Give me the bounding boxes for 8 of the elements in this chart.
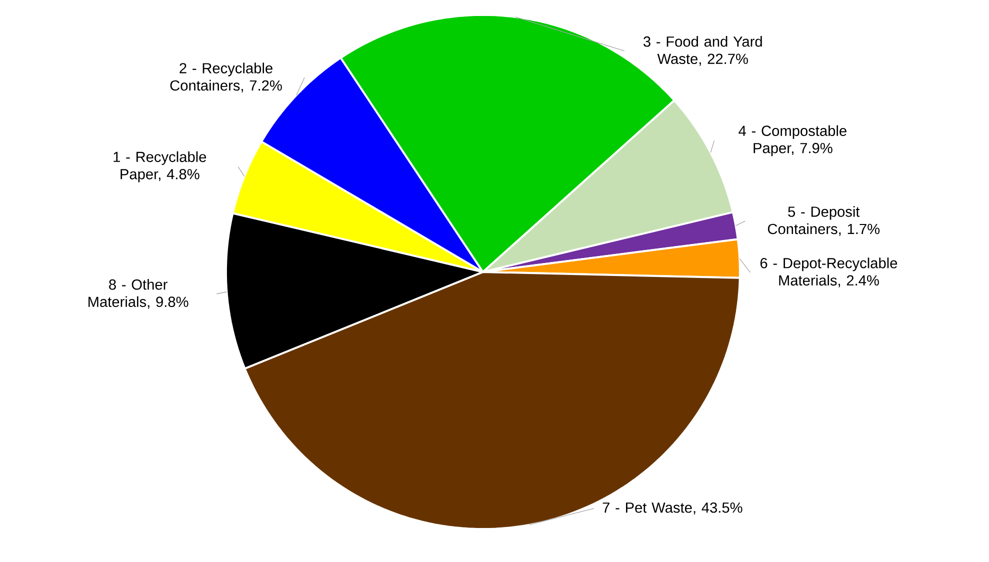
slice-label: 2 - Recyclable Containers, 7.2% xyxy=(170,62,282,92)
slice-label: 7 - Pet Waste, 43.5% xyxy=(602,502,742,515)
slice-label: 4 - Compostable Paper, 7.9% xyxy=(738,125,846,156)
slice-label: 8 - Other Materials, 9.8% xyxy=(88,279,188,309)
slice-label: 6 - Depot-Recyclable Materials, 2.4% xyxy=(760,258,898,288)
slice-label: 5 - Deposit Containers, 1.7% xyxy=(768,206,880,236)
slice-label: 1 - Recyclable Paper, 4.8% xyxy=(114,151,206,182)
slice-label: 3 - Food and Yard Waste, 22.7% xyxy=(643,36,762,66)
